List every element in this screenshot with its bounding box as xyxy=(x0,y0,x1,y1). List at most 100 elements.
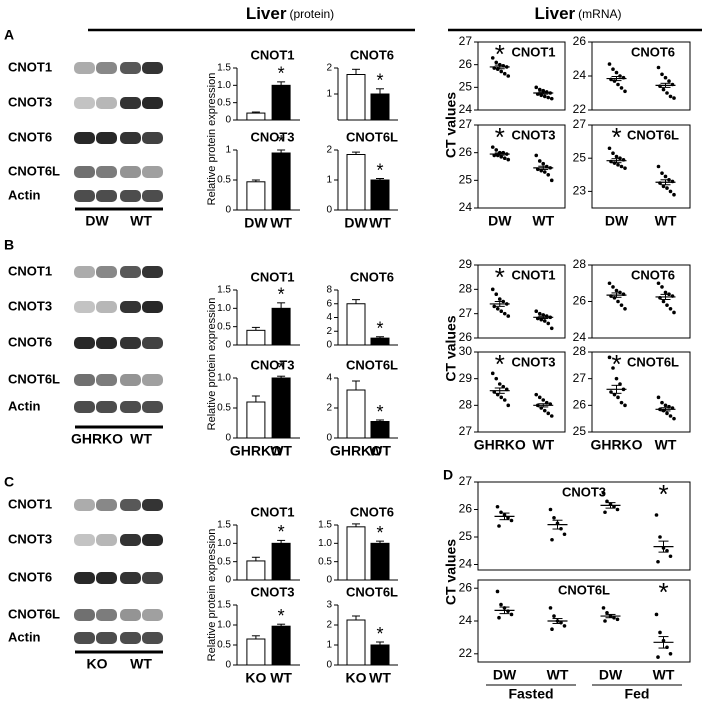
chart-title: CNOT6L xyxy=(346,129,398,144)
data-point xyxy=(549,326,554,331)
blot-band xyxy=(120,266,141,278)
bar xyxy=(370,93,390,121)
y-tick-label: 26 xyxy=(459,57,473,71)
bar xyxy=(271,84,291,121)
y-tick-label: 26 xyxy=(459,502,473,516)
data-point xyxy=(665,303,669,307)
significance-star: * xyxy=(278,132,285,152)
data-point xyxy=(549,96,554,101)
chart-title: CNOT3 xyxy=(511,127,555,142)
blot-group-label: WT xyxy=(130,431,152,447)
y-tick-label: 27 xyxy=(459,34,473,48)
blot-band xyxy=(96,499,117,511)
data-point xyxy=(614,376,619,381)
blot-label: CNOT6 xyxy=(8,129,52,144)
blot-band xyxy=(74,62,95,74)
header-title: Liver xyxy=(535,4,576,23)
bar xyxy=(246,638,266,666)
y-tick-label: 2 xyxy=(326,326,332,337)
blot-band xyxy=(74,337,95,349)
data-point xyxy=(494,148,499,152)
data-point xyxy=(656,655,660,659)
data-point xyxy=(660,72,664,77)
data-point xyxy=(494,292,499,297)
y-tick-label: 2 xyxy=(326,403,332,414)
y-tick-label: 27 xyxy=(459,474,473,488)
blot-label: Actin xyxy=(8,398,41,413)
blot-band xyxy=(96,534,117,546)
data-point xyxy=(668,652,673,656)
data-point xyxy=(499,309,504,314)
data-point xyxy=(490,287,495,292)
chart-title: CNOT1 xyxy=(511,44,555,59)
y-tick-label: 0.5 xyxy=(217,403,231,414)
blot-band xyxy=(96,337,117,349)
blot-band xyxy=(142,337,163,349)
data-point xyxy=(534,309,539,314)
blot-band xyxy=(96,572,117,584)
y-tick-label: 4 xyxy=(326,312,332,323)
blot-band xyxy=(120,499,141,511)
y-tick-label: 1.5 xyxy=(217,600,231,611)
chart-title: CNOT6L xyxy=(627,127,679,142)
data-point xyxy=(509,518,514,523)
bar xyxy=(370,179,390,211)
y-tick-label: 0 xyxy=(326,660,332,671)
x-tick-label: GHRKO xyxy=(474,437,526,453)
bar xyxy=(370,542,390,581)
data-point xyxy=(534,85,539,90)
y-tick-label: 25 xyxy=(573,424,587,438)
y-tick-label: 0 xyxy=(225,433,231,444)
blot-band xyxy=(74,572,95,584)
data-point xyxy=(658,630,662,635)
blot-label: CNOT1 xyxy=(8,496,52,511)
data-point xyxy=(618,290,622,295)
chart-title: CNOT6L xyxy=(558,582,610,597)
chart-title: CNOT3 xyxy=(250,584,294,599)
data-point xyxy=(661,184,666,189)
y-tick-label: 1.5 xyxy=(217,285,231,296)
blot-label: CNOT6L xyxy=(8,371,60,386)
blot-band xyxy=(142,632,163,644)
data-point xyxy=(497,297,502,301)
significance-star: * xyxy=(376,160,383,180)
data-point xyxy=(497,382,502,386)
data-point xyxy=(654,513,659,517)
data-point xyxy=(656,395,661,400)
x-tick-label: KO xyxy=(346,670,367,686)
data-point xyxy=(672,96,676,100)
y-tick-label: 24 xyxy=(459,557,473,571)
blot-band xyxy=(74,632,95,644)
data-point xyxy=(660,285,664,289)
y-axis-label: Relative protein expression xyxy=(206,73,218,206)
data-point xyxy=(660,400,664,405)
data-point xyxy=(490,371,495,376)
data-point xyxy=(607,146,612,151)
data-point xyxy=(506,157,511,162)
data-point xyxy=(494,60,499,65)
significance-star: * xyxy=(278,522,285,542)
blot-band xyxy=(74,374,95,386)
data-point xyxy=(495,589,500,594)
data-point xyxy=(537,395,542,400)
bar xyxy=(271,542,291,581)
bar xyxy=(370,337,390,346)
data-point xyxy=(656,164,661,169)
y-tick-label: 1 xyxy=(326,89,332,100)
data-point xyxy=(562,624,567,628)
x-tick-label: WT xyxy=(655,437,677,453)
blot-band xyxy=(96,97,117,109)
y-tick-label: 29 xyxy=(459,371,473,385)
blot-band xyxy=(120,97,141,109)
y-tick-label: 2 xyxy=(326,145,332,156)
y-tick-label: 8 xyxy=(326,285,332,296)
y-tick-label: 26 xyxy=(573,294,587,308)
data-point xyxy=(614,288,619,293)
data-point xyxy=(668,307,673,311)
y-tick-label: 22 xyxy=(459,646,473,660)
y-tick-label: 1.0 xyxy=(217,303,231,314)
data-point xyxy=(611,67,615,71)
data-point xyxy=(668,189,673,194)
x-tick-label: WT xyxy=(369,215,391,231)
header-note: (mRNA) xyxy=(578,7,621,21)
